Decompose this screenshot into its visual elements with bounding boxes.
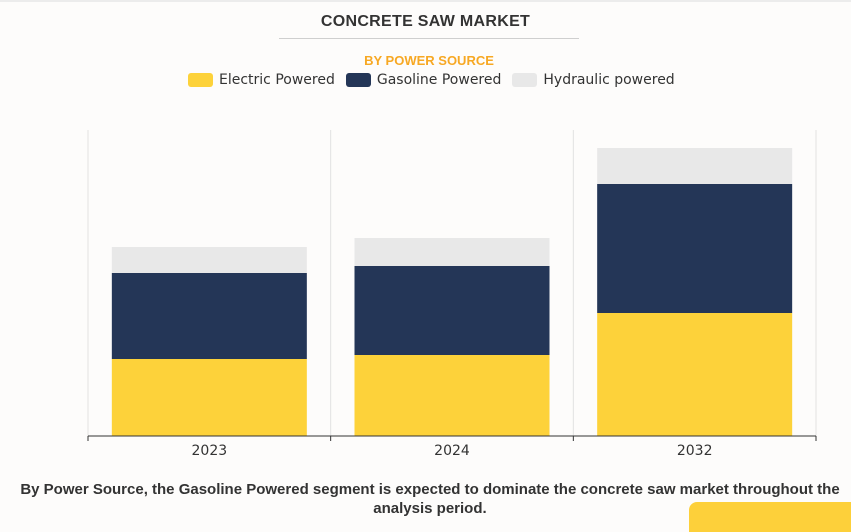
bar-segment-gasoline-powered [354, 266, 550, 355]
bar-segment-gasoline-powered [111, 273, 307, 359]
bar-segment-gasoline-powered [597, 184, 793, 313]
bar-segment-electric-powered [597, 313, 793, 436]
chart-subtitle: BY POWER SOURCE [364, 53, 494, 68]
legend: Electric Powered Gasoline Powered Hydrau… [188, 72, 686, 88]
title-divider [279, 38, 579, 39]
legend-label: Electric Powered [219, 72, 335, 88]
chart-caption: By Power Source, the Gasoline Powered se… [20, 481, 840, 517]
cta-button[interactable] [689, 502, 851, 532]
bar-segment-hydraulic-powered [354, 238, 550, 266]
legend-swatch [188, 73, 213, 87]
chart-title: CONCRETE SAW MARKET [320, 13, 531, 30]
legend-item-hydraulic[interactable]: Hydraulic powered [512, 72, 675, 88]
legend-swatch [345, 73, 371, 87]
bar-segment-hydraulic-powered [111, 247, 307, 273]
legend-label: Hydraulic powered [543, 72, 675, 88]
bar-segment-electric-powered [111, 359, 307, 436]
bar-segment-electric-powered [354, 355, 550, 436]
bar-segment-hydraulic-powered [597, 148, 793, 184]
legend-item-electric[interactable]: Electric Powered [188, 72, 335, 88]
x-tick-label: 2023 [192, 443, 228, 459]
legend-swatch [512, 73, 538, 87]
stacked-bar-chart: 2023 2024 2032 [87, 130, 817, 459]
x-tick-label: 2032 [677, 443, 713, 459]
top-border [0, 0, 851, 2]
legend-item-gasoline[interactable]: Gasoline Powered [345, 72, 502, 88]
legend-label: Gasoline Powered [376, 72, 502, 88]
x-tick-label: 2024 [434, 443, 470, 459]
